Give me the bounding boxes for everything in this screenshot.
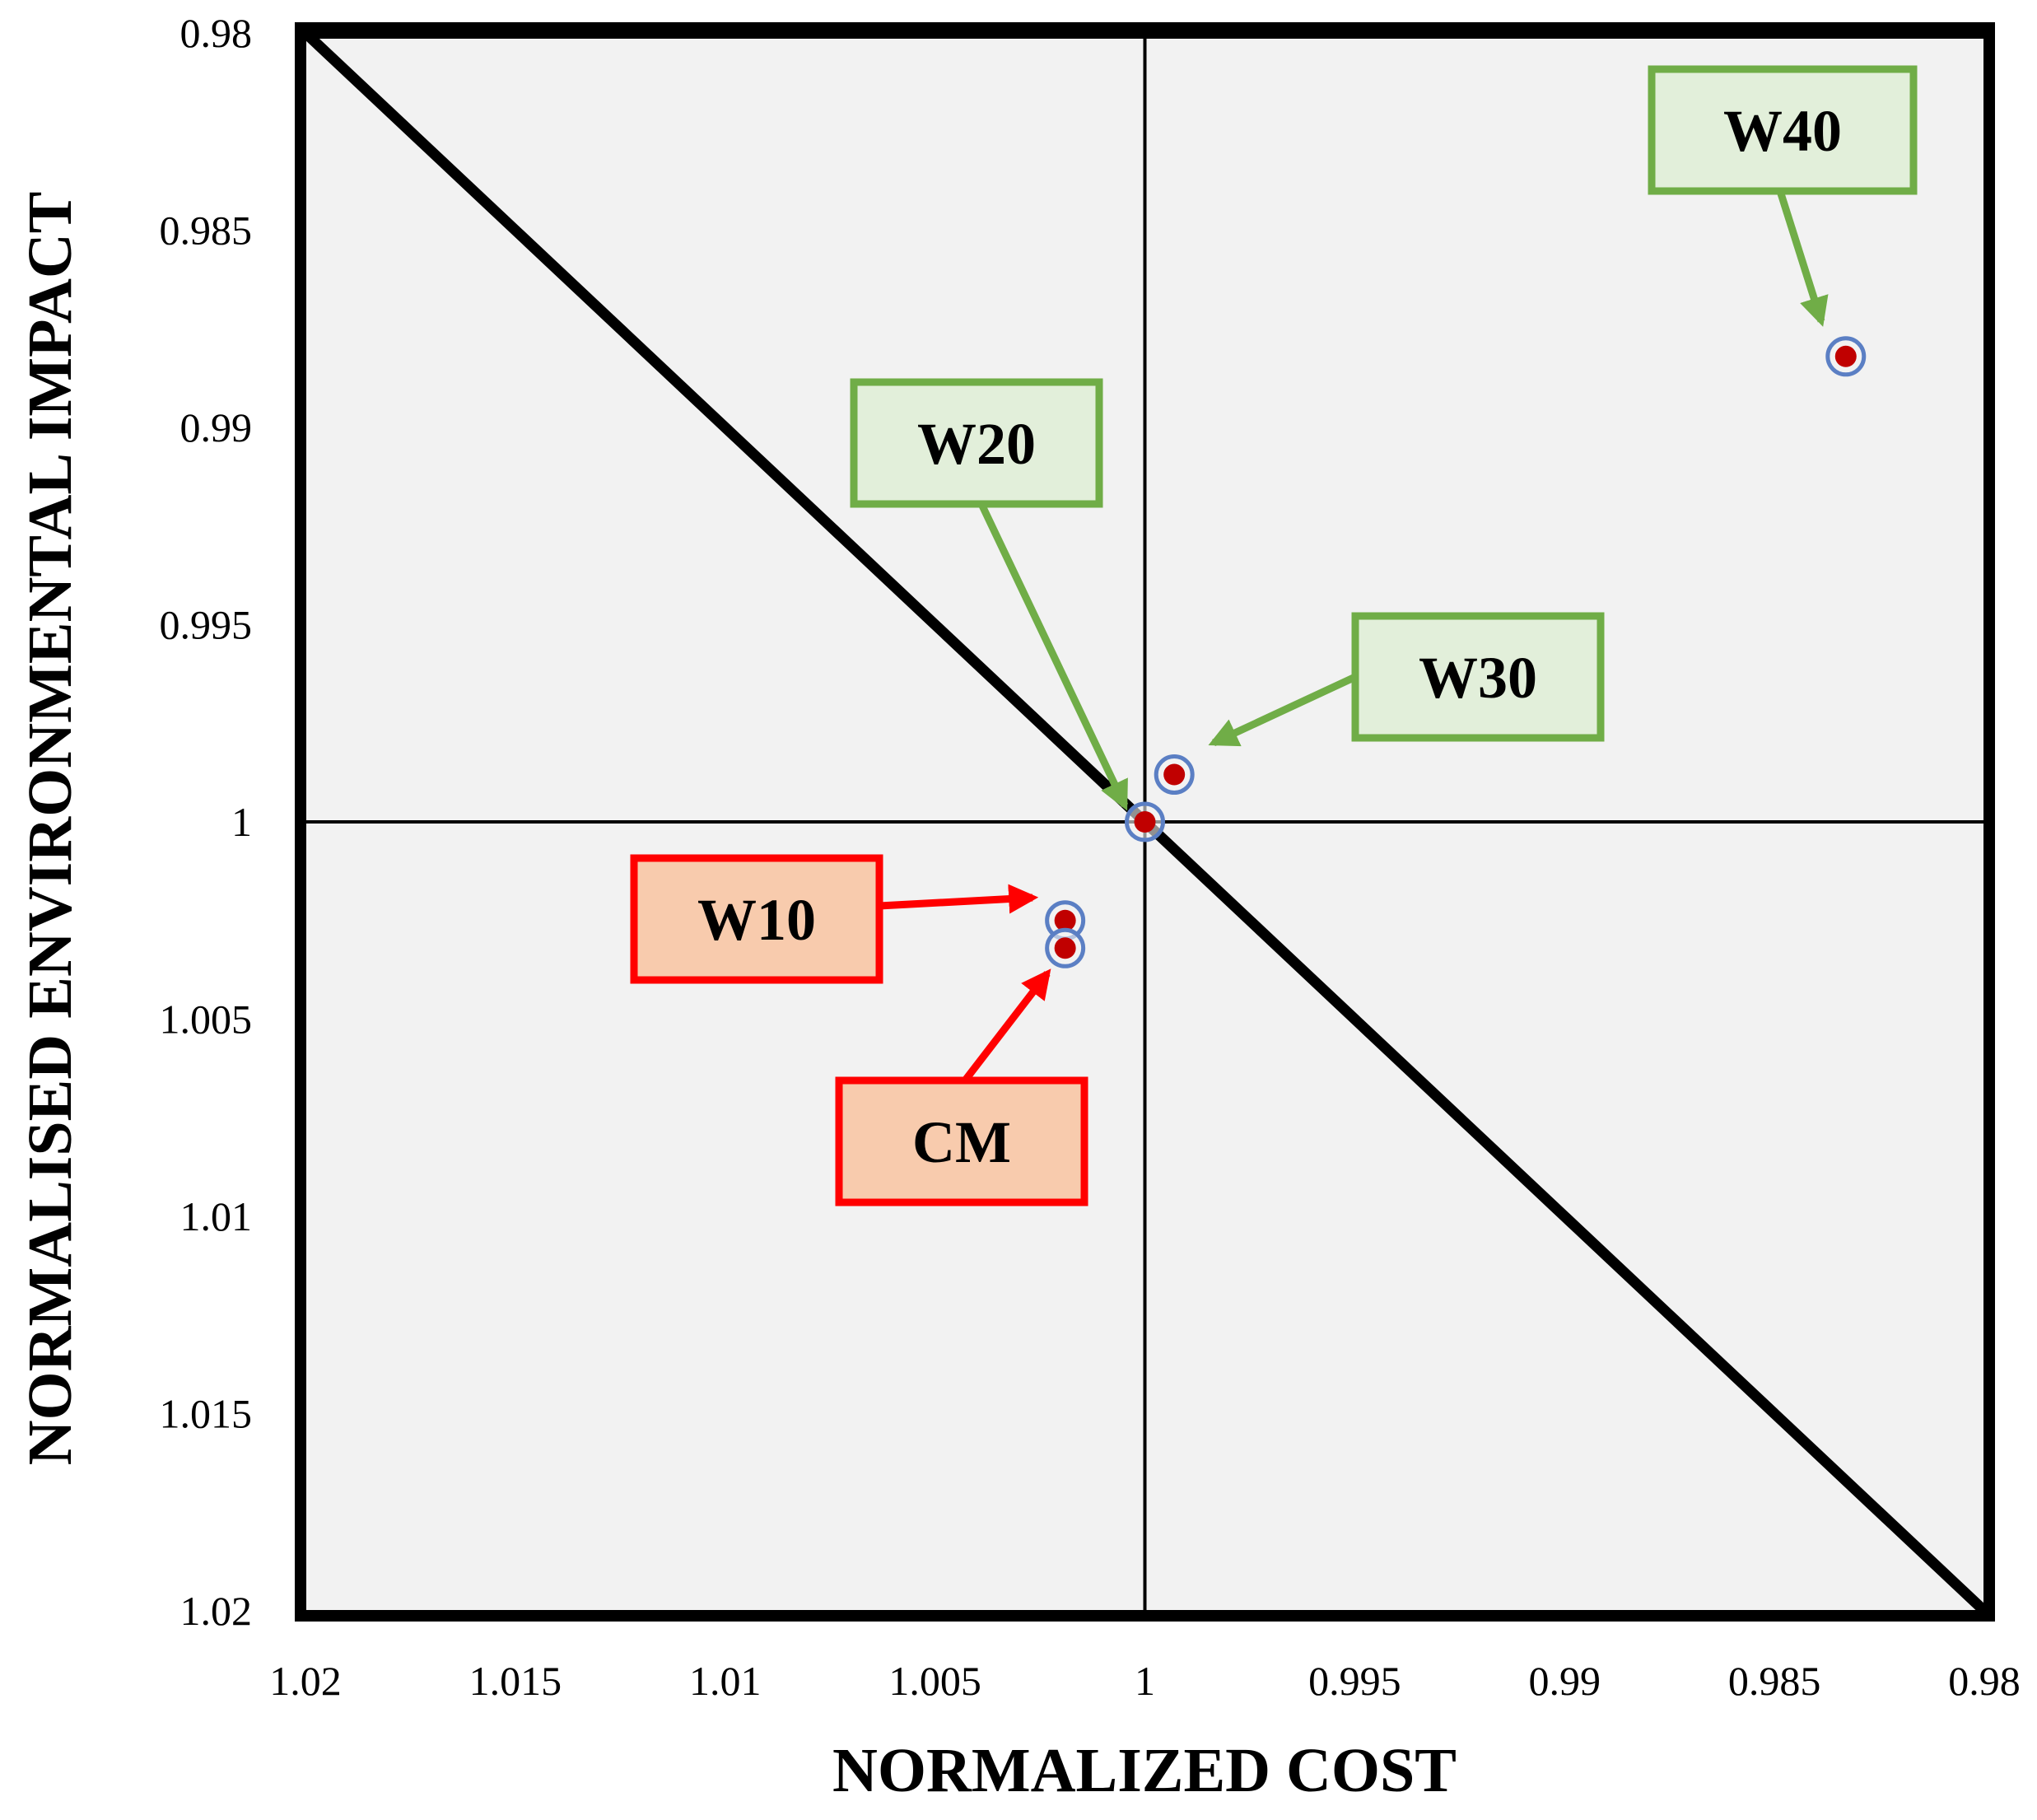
y-tick-label: 0.985 [160,208,253,254]
callout-box-w40 [1648,65,1918,195]
y-tick-label: 1.015 [160,1391,253,1437]
x-tick-label: 0.985 [1728,1658,1821,1704]
x-tick-label: 1.015 [469,1658,562,1704]
y-tick-label: 0.98 [180,10,253,56]
callout-arrow-w30 [1208,673,1357,747]
callout-label-w40: W40 [1723,98,1842,164]
x-tick-label: 1.005 [888,1658,981,1704]
data-point-w40 [1825,336,1867,377]
plot-frame [295,22,1995,1622]
callout-label-w20: W20 [917,411,1036,477]
y-tick-label: 1.01 [180,1193,253,1239]
callout-label-w10: W10 [697,887,816,953]
y-axis-ticks: 0.98 0.985 0.99 0.995 1 1.005 1.01 1.015 1.02 [160,10,253,1634]
data-points [1045,336,1867,968]
x-axis-ticks: 1.02 1.015 1.01 1.005 1 0.995 0.99 0.985 0.98 [269,1658,2021,1704]
y-tick-label: 0.99 [180,404,253,450]
x-tick-label: 1.02 [269,1658,342,1704]
x-tick-label: 1.01 [689,1658,762,1704]
x-tick-label: 0.98 [1948,1658,2021,1704]
callout-arrow-w20 [977,502,1129,811]
y-tick-label: 1 [231,799,252,845]
y-tick-label: 1.005 [160,996,253,1043]
x-tick-label: 0.995 [1308,1658,1401,1704]
data-point-cm [1045,927,1086,968]
callout-box-cm [835,1076,1088,1206]
x-tick-label: 0.99 [1529,1658,1601,1704]
callout-box-w20 [850,378,1103,508]
callout-arrow-cm [962,968,1051,1083]
data-point-base [1125,801,1165,842]
y-tick-label: 0.995 [160,602,253,648]
callout-box-w30 [1351,612,1605,742]
callout-box-w10 [630,854,883,984]
callout-label-cm: CM [912,1109,1011,1175]
x-axis-title: NORMALIZED COST [832,1736,1457,1805]
data-point-w30 [1154,754,1195,796]
callouts: W40 W20 W30 W10 CM [630,65,1918,1206]
callout-arrow-w10 [879,884,1039,914]
callout-arrow-w40 [1776,189,1829,327]
y-tick-label: 1.02 [180,1588,253,1634]
x-tick-label: 1 [1135,1658,1155,1704]
callout-label-w30: W30 [1419,645,1537,711]
y-axis-title: NORMALISED ENVIRONMENTAL IMPACT [16,192,85,1466]
